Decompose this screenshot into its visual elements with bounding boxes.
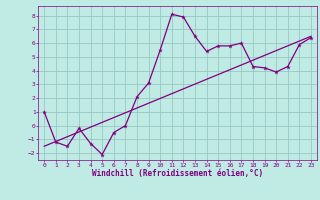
X-axis label: Windchill (Refroidissement éolien,°C): Windchill (Refroidissement éolien,°C) [92,169,263,178]
